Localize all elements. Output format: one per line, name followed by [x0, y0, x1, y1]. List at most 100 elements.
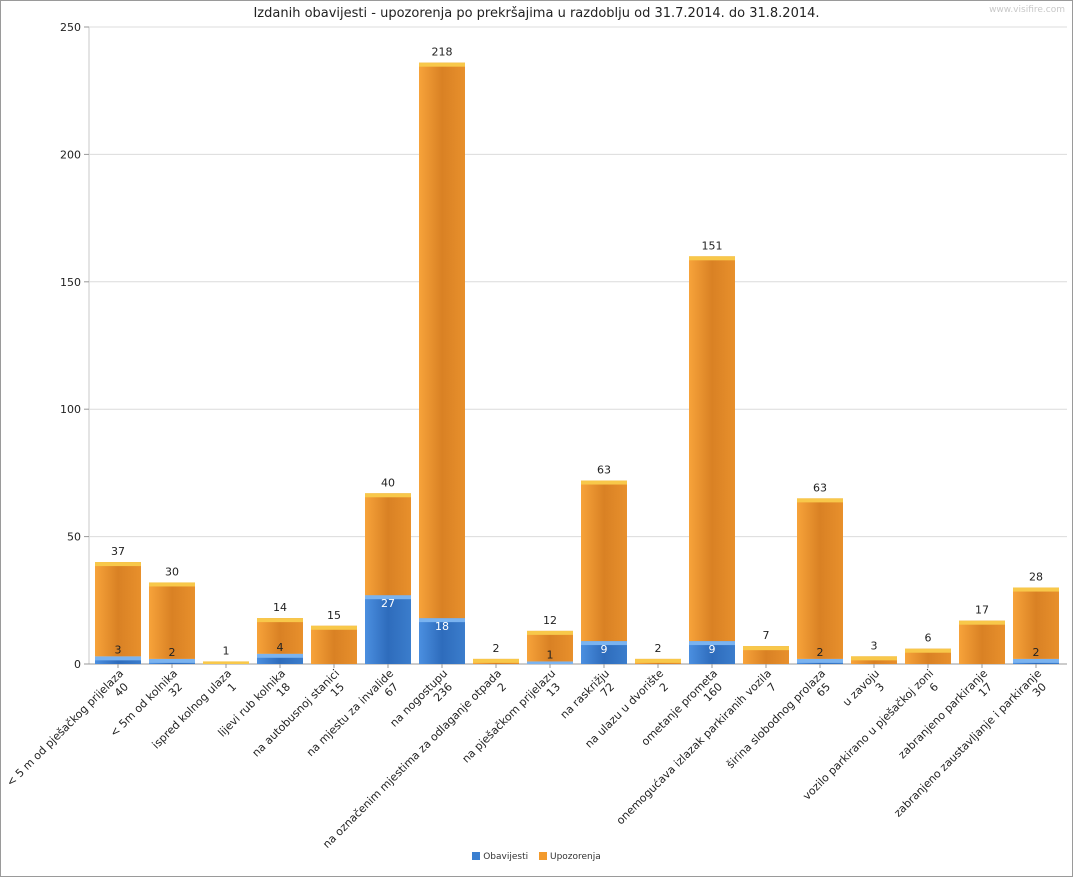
data-label-upozorenja: 30: [165, 565, 179, 578]
bar-upozorenja: [581, 480, 627, 642]
bar-upozorenja-cap: [689, 256, 735, 261]
bar-obavijesti-cap: [149, 658, 195, 663]
x-tick-name: na autobusnoj stanici: [250, 667, 343, 760]
y-tick-label: 150: [60, 276, 81, 289]
legend-swatch-obavijesti: [472, 852, 481, 860]
bar-upozorenja-cap: [419, 62, 465, 67]
bar-upozorenja-cap: [473, 658, 519, 663]
data-label-upozorenja: 40: [381, 476, 395, 489]
bar-upozorenja: [797, 498, 843, 659]
bar-obavijesti-cap: [257, 653, 303, 658]
bar-upozorenja-cap: [203, 661, 249, 664]
x-tick-name: na mjestu za invalide: [304, 667, 396, 759]
bar-obavijesti: [257, 653, 303, 664]
bar-upozorenja: [527, 630, 573, 662]
bar-upozorenja: [743, 646, 789, 664]
data-label-obavijesti: 4: [277, 641, 284, 654]
y-tick-label: 100: [60, 403, 81, 416]
data-label-upozorenja: 17: [975, 604, 989, 617]
bar-obavijesti-cap: [689, 641, 735, 646]
bar-obavijesti: [581, 641, 627, 664]
data-label-upozorenja: 28: [1029, 571, 1043, 584]
bar-obavijesti-cap: [797, 658, 843, 663]
bar-upozorenja-cap: [581, 480, 627, 485]
bar-obavijesti-cap: [527, 661, 573, 664]
x-tick-total: 1: [225, 680, 239, 694]
bar-upozorenja-cap: [851, 656, 897, 661]
bar-upozorenja: [95, 562, 141, 657]
data-label-obavijesti: 1: [547, 648, 554, 661]
data-label-obavijesti: 18: [435, 620, 449, 633]
bar-obavijesti-cap: [419, 618, 465, 623]
data-label-upozorenja: 14: [273, 601, 287, 614]
data-label-obavijesti: 2: [1033, 646, 1040, 659]
legend-item-upozorenja: Upozorenja: [538, 852, 601, 862]
data-label-upozorenja: 15: [327, 609, 341, 622]
data-label-obavijesti: 9: [601, 643, 608, 656]
bar-obavijesti-cap: [365, 595, 411, 600]
bar-upozorenja-cap: [959, 620, 1005, 625]
data-label-upozorenja: 12: [543, 614, 557, 627]
data-label-upozorenja: 151: [702, 239, 723, 252]
bar-upozorenja-cap: [311, 625, 357, 630]
data-label-obavijesti: 27: [381, 597, 395, 610]
data-label-upozorenja: 3: [871, 639, 878, 652]
bar-upozorenja-cap: [149, 582, 195, 587]
bar-upozorenja: [365, 493, 411, 596]
bar-obavijesti-cap: [581, 641, 627, 646]
bar-upozorenja-cap: [635, 658, 681, 663]
x-tick-name: zabranjeno parkiranje: [896, 667, 991, 762]
bar-upozorenja-cap: [257, 618, 303, 623]
x-tick-total: 2: [657, 680, 671, 694]
data-label-obavijesti: 9: [709, 643, 716, 656]
y-tick-label: 200: [60, 148, 81, 161]
watermark: www.visifire.com: [989, 5, 1065, 15]
data-label-upozorenja: 6: [925, 632, 932, 645]
bar-upozorenja-cap: [797, 498, 843, 503]
data-label-upozorenja: 1: [223, 644, 230, 657]
chart-legend: Obavijesti Upozorenja: [0, 852, 1073, 862]
x-tick-name: širina slobodnog prolaza: [724, 667, 828, 771]
bar-obavijesti: [419, 618, 465, 664]
data-label-upozorenja: 37: [111, 545, 125, 558]
y-tick-label: 0: [74, 658, 81, 671]
data-label-upozorenja: 2: [655, 642, 662, 655]
bar-upozorenja-cap: [365, 493, 411, 498]
bar-upozorenja-cap: [743, 646, 789, 651]
y-tick-label: 250: [60, 21, 81, 34]
bar-obavijesti-cap: [1013, 658, 1059, 663]
x-tick-total: 6: [927, 680, 941, 694]
bar-upozorenja: [149, 582, 195, 659]
legend-swatch-upozorenja: [538, 852, 547, 860]
bar-upozorenja: [311, 625, 357, 664]
bar-obavijesti: [689, 641, 735, 664]
bar-upozorenja: [689, 256, 735, 642]
bar-obavijesti-cap: [95, 656, 141, 661]
data-label-upozorenja: 63: [813, 481, 827, 494]
bar-upozorenja: [257, 618, 303, 654]
data-label-obavijesti: 2: [169, 646, 176, 659]
bar-upozorenja-cap: [95, 562, 141, 567]
data-label-obavijesti: 3: [115, 643, 122, 656]
bar-upozorenja: [959, 620, 1005, 664]
data-label-upozorenja: 2: [493, 642, 500, 655]
legend-item-obavijesti: Obavijesti: [472, 852, 528, 862]
y-tick-label: 50: [67, 531, 81, 544]
bar-obavijesti: [365, 595, 411, 664]
bar-upozorenja: [419, 62, 465, 619]
legend-label-obavijesti: Obavijesti: [483, 852, 529, 862]
bar-upozorenja-cap: [527, 630, 573, 635]
data-label-upozorenja: 63: [597, 464, 611, 477]
x-tick-total: 2: [495, 680, 509, 694]
data-label-obavijesti: 2: [817, 646, 824, 659]
bar-upozorenja-cap: [905, 648, 951, 653]
x-tick-name: < 5 m od pješačkog prijelaza: [4, 667, 126, 789]
data-label-upozorenja: 218: [432, 46, 453, 59]
x-tick-total: 7: [765, 680, 779, 694]
legend-label-upozorenja: Upozorenja: [549, 852, 601, 862]
bar-upozorenja-cap: [1013, 587, 1059, 592]
